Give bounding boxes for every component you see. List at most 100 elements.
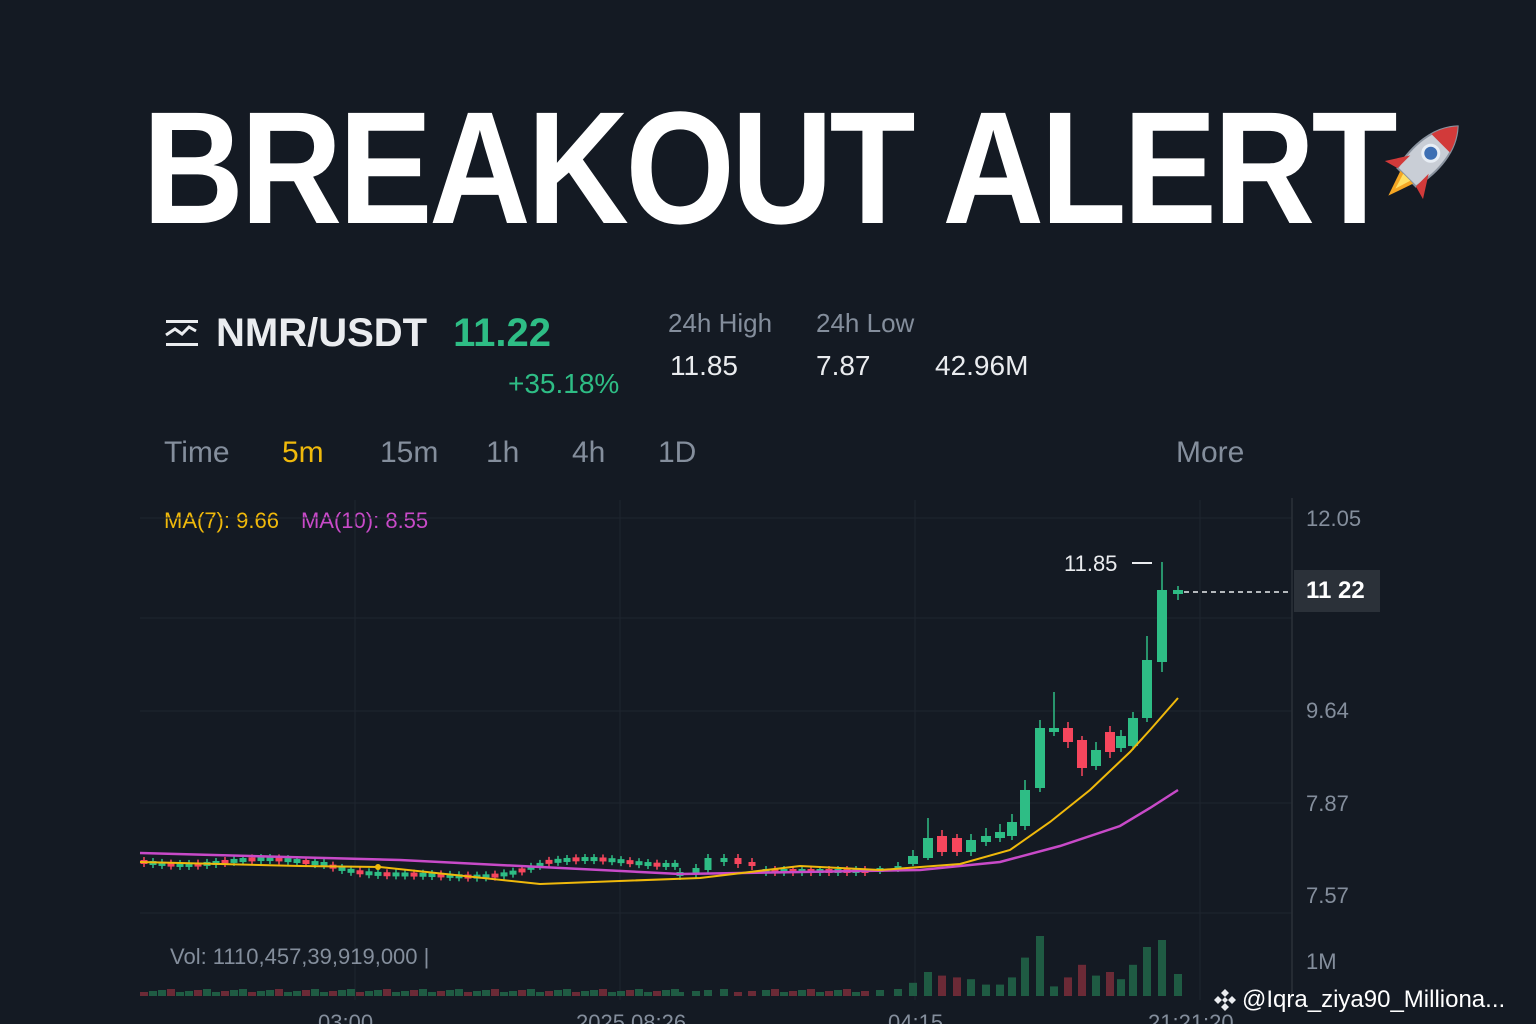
volume-bar-down <box>1078 964 1086 996</box>
tab-15m[interactable]: 15m <box>380 436 439 469</box>
volume-bar-down <box>383 989 391 996</box>
tab-5m[interactable]: 5m <box>282 436 324 469</box>
volume-bar-up <box>909 982 917 996</box>
volume-bar-up <box>581 991 589 996</box>
candle-body <box>500 872 508 877</box>
volume-bar-up <box>780 992 788 996</box>
candle-up <box>671 859 679 870</box>
volume-bar-down <box>194 990 202 996</box>
candle-body <box>952 838 962 852</box>
candle-body <box>392 872 400 877</box>
candle-body <box>1091 750 1101 766</box>
candle-body <box>194 862 202 867</box>
candle-down <box>653 859 661 870</box>
candle-down <box>194 859 202 870</box>
x-tick-label: 04:15 <box>888 1010 943 1024</box>
low-value: 7.87 <box>816 350 871 381</box>
candle-down <box>221 856 229 867</box>
volume-bar-up <box>1008 977 1016 996</box>
candle-up <box>1091 742 1101 770</box>
candle-down <box>1105 726 1115 758</box>
headline-text: BREAKOUT ALERT <box>142 78 1397 257</box>
volume-bar-up <box>203 989 211 996</box>
volume-bar-down <box>248 992 256 996</box>
candle-down <box>734 854 742 868</box>
candle-body <box>995 832 1005 838</box>
candle-body <box>545 859 553 864</box>
volume-bar-down <box>861 991 869 996</box>
candle-body <box>937 836 947 852</box>
volume-bar-down <box>1106 972 1114 996</box>
volume-bar-up <box>1158 940 1166 996</box>
candle-body <box>704 858 712 870</box>
headline: BREAKOUT ALERT <box>0 88 1536 248</box>
candle-down <box>383 869 391 880</box>
candle-body <box>185 862 193 867</box>
volume-bar-up <box>347 989 355 996</box>
volume-bar-up <box>158 990 166 996</box>
menu-icon[interactable] <box>164 315 200 351</box>
candle-body <box>419 872 427 877</box>
candle-up <box>908 850 918 866</box>
volume-bar-up <box>676 992 684 996</box>
candle-up <box>185 859 193 870</box>
more-button[interactable]: More <box>1176 436 1245 469</box>
candle-up <box>446 870 454 881</box>
volume-bar-down <box>734 992 742 996</box>
volume-bar-down <box>545 991 553 996</box>
candle-up <box>590 854 598 865</box>
last-price: 11.22 <box>453 310 551 355</box>
volume-bar-up <box>500 992 508 996</box>
volume-bar-up <box>608 992 616 996</box>
tab-1h[interactable]: 1h <box>486 436 520 469</box>
price-change: +35.18% <box>508 368 620 399</box>
volume-bar-up <box>419 989 427 996</box>
volume-bar-down <box>140 992 148 996</box>
high-label: 24h High <box>668 308 773 338</box>
volume-bar-up <box>816 992 824 996</box>
candle-body <box>734 858 742 864</box>
tab-1d[interactable]: 1D <box>658 436 697 469</box>
candle-up <box>704 854 712 874</box>
trading-pair[interactable]: NMR/USDT <box>216 310 428 355</box>
candle-down <box>167 859 175 870</box>
low-label: 24h Low <box>816 308 915 338</box>
candle-up <box>635 858 643 869</box>
volume-bar-up <box>798 990 806 996</box>
volume-bar-up <box>1174 974 1182 996</box>
ma7-label: MA(7): <box>164 508 230 533</box>
volume-bar-up <box>617 991 625 996</box>
candle-body <box>572 857 580 862</box>
volume-label: Vol: 1110,457,39,919,000 | <box>170 944 430 969</box>
candle-up <box>176 859 184 870</box>
volume-bar-up <box>536 992 544 996</box>
candle-body <box>257 857 265 862</box>
ma10-label: MA(10): <box>300 508 380 533</box>
volume-bar-up <box>293 991 301 996</box>
y-tick-label: 7.57 <box>1306 883 1349 908</box>
candle-body <box>482 874 490 879</box>
volume-bar-down <box>938 975 946 996</box>
candle-up <box>1128 712 1138 750</box>
candle-body <box>1007 822 1017 836</box>
volume-bar-down <box>771 989 779 996</box>
candle-up <box>923 818 933 860</box>
candle-down <box>572 854 580 865</box>
volume-bar-up <box>338 990 346 996</box>
volume-bar-up <box>392 992 400 996</box>
volume-bar-down <box>1064 977 1072 996</box>
candle-down <box>952 834 962 856</box>
high-marker-label: 11.85 <box>1064 551 1117 576</box>
candle-body <box>293 859 301 864</box>
candle-body <box>536 862 544 867</box>
volume-bar-up <box>365 991 373 996</box>
volume-bar-up <box>374 990 382 996</box>
candle-body <box>554 858 562 863</box>
volume-bar-up <box>212 992 220 996</box>
y-tick-label: 7.87 <box>1306 791 1349 816</box>
tab-4h[interactable]: 4h <box>572 436 606 469</box>
candle-up <box>617 856 625 867</box>
volume-bar-up <box>671 989 679 996</box>
ticker-header: NMR/USDT 11.22 <box>164 308 551 358</box>
